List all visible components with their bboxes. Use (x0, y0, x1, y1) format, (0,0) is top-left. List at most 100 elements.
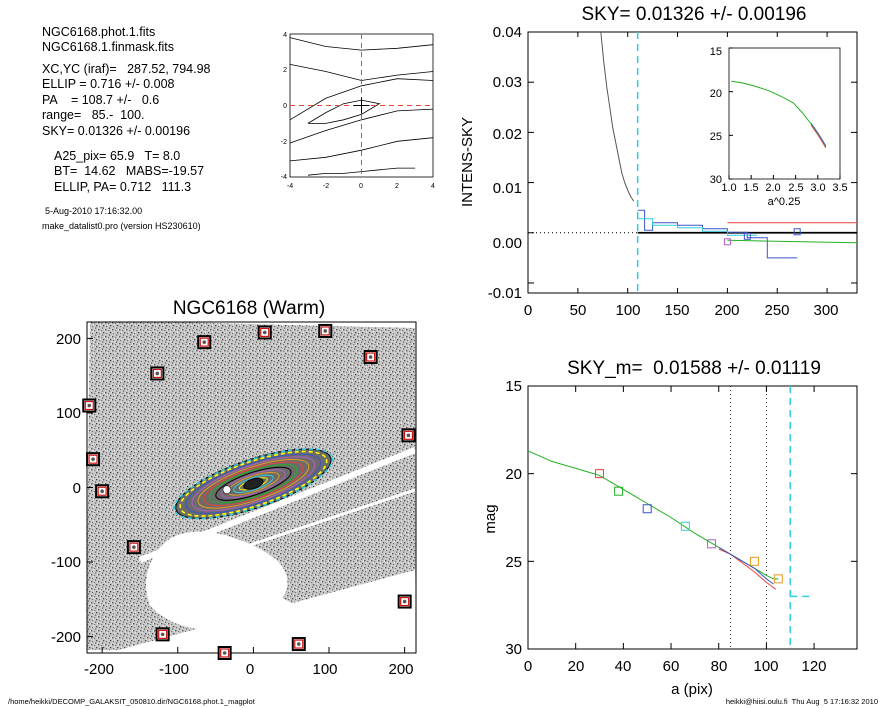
inset-ytick: 25 (710, 131, 722, 143)
image-xtick: 200 (388, 661, 413, 678)
sky-ytick: 0.00 (493, 235, 522, 252)
image-ticks: 200 100 0 -100 -200 -200 -100 0 100 200 (51, 331, 414, 678)
mag-xlabel: a (pix) (671, 681, 713, 698)
star-dot (132, 545, 136, 549)
mag-series-green (527, 450, 779, 580)
contour-ytick: 2 (283, 67, 287, 74)
contour-line (289, 37, 434, 51)
footer-path: /home/heikki/DECOMP_GALAKSIT_050810.dir/… (8, 697, 256, 706)
contour-line (289, 137, 434, 162)
star-dot (262, 330, 267, 335)
inset-xtick: 3.0 (810, 182, 825, 194)
mag-xtick: 60 (663, 658, 680, 675)
sky-marker (743, 232, 751, 240)
star-dot (222, 651, 227, 655)
sky-ytick: 0.02 (493, 126, 522, 143)
sky-marker (793, 228, 801, 236)
inset-ytick: 15 (710, 46, 722, 58)
sky-xtick: 50 (570, 302, 587, 319)
mag-series-red (718, 548, 777, 590)
galaxy-isophote (203, 461, 304, 507)
sky-xtick: 0 (524, 302, 532, 319)
galaxy-isophote (215, 466, 292, 501)
mag-marks (527, 385, 857, 650)
contour-ytick: 0 (283, 103, 287, 110)
footer-user: heikki@hiisi.oulu.fi Thu Aug 5 17:16:32 … (726, 697, 878, 706)
sky-xtick: 150 (664, 302, 689, 319)
image-title: NGC6168 (Warm) (173, 298, 325, 319)
mag-marker (642, 504, 652, 514)
contour-line (289, 78, 434, 121)
star-dot (296, 642, 301, 646)
info-ellip: ELLIP = 0.716 +/- 0.008 (42, 77, 175, 91)
star-mask-inner (220, 648, 230, 658)
galaxy-core (243, 477, 264, 490)
star-dot (406, 433, 411, 438)
image-xtick: 0 (246, 661, 254, 678)
image-xtick: 100 (312, 661, 337, 678)
galaxy-isophote (233, 474, 274, 494)
info-date: 5-Aug-2010 17:16:32.00 (45, 206, 142, 216)
sky-ylabel: INTENS-SKY (459, 117, 476, 207)
galaxy-masked-star (222, 485, 232, 495)
galaxy-isophote (179, 450, 328, 517)
contour-ytick: 4 (283, 32, 287, 39)
star-mask-inner (97, 486, 107, 496)
mag-xtick: 80 (711, 658, 728, 675)
mag-marker (595, 469, 605, 479)
inset-xtick: 2.5 (788, 182, 803, 194)
contour-xtick: 0 (359, 183, 363, 190)
sky-ticks: 0.04 0.03 0.02 0.01 0.00 -0.01 0 50 100 … (488, 24, 839, 319)
mag-xtick: 100 (753, 658, 778, 675)
sky-step-blue (637, 209, 798, 259)
star-mask-inner (129, 542, 139, 552)
image-xtick: -100 (159, 661, 189, 678)
star-mask-inner (84, 400, 94, 411)
star-dot (91, 457, 95, 461)
sky-marker (723, 238, 731, 246)
sky-ytick: 0.01 (493, 180, 522, 197)
galaxy-isophote (191, 456, 316, 512)
info-center: XC,YC (iraf)= 287.52, 794.98 (42, 62, 211, 76)
image-masked-streak (249, 488, 416, 547)
image-ytick: 0 (73, 480, 81, 497)
star-mask-inner (88, 454, 98, 464)
image-ytick: -100 (51, 554, 81, 571)
sky-title: SKY= 0.01326 +/- 0.00196 (581, 4, 806, 25)
galaxy-image-plot: NGC6168 (Warm) 200 100 (51, 298, 417, 678)
sky-ytick: 0.04 (493, 24, 522, 41)
inset-xtick: 1.0 (721, 182, 736, 194)
galaxy-isophote (221, 469, 286, 499)
galaxy-isophote (185, 453, 322, 514)
sky-profile-plot: SKY= 0.01326 +/- 0.00196 INTENS-SKY 0.04… (459, 4, 858, 319)
inset-curve-red (810, 125, 827, 149)
galaxy-ellipses (173, 448, 334, 520)
inset-xtick: 1.5 (743, 182, 758, 194)
sky-frame (527, 31, 858, 294)
sky-profile-line (600, 31, 635, 202)
star-mask-inner (199, 337, 209, 347)
mag-ytick: 30 (505, 641, 522, 658)
mag-marker (773, 574, 783, 584)
mag-title: SKY_m= 0.01588 +/- 0.01119 (567, 358, 821, 379)
image-ytick: -200 (51, 629, 81, 646)
mag-ticks: 15 20 25 30 0 20 40 60 80 100 120 (505, 378, 826, 675)
contour-plot: -4 -2 0 2 4 4 2 0 -2 -4 (281, 32, 435, 190)
image-xtick: -200 (84, 661, 114, 678)
star-mask-inner (320, 326, 330, 336)
info-maskname: NGC6168.1.finmask.fits (42, 40, 174, 54)
star-mask-inner (152, 368, 162, 379)
info-ellip-pa: ELLIP, PA= 0.712 111.3 (54, 180, 191, 194)
inset-marks (728, 47, 841, 180)
sky-xtick: 300 (813, 302, 838, 319)
mag-marker (707, 539, 717, 549)
mag-profile-plot: SKY_m= 0.01588 +/- 0.01119 mag a (pix) 1… (482, 358, 858, 698)
mag-ylabel: mag (482, 504, 499, 533)
inset-curve-green (731, 80, 827, 147)
sky-inset-plot: 15 20 25 30 1.0 1.5 2.0 2.5 3.0 3.5 a^0.… (710, 46, 848, 208)
inset-ytick: 30 (710, 174, 722, 186)
image-ytick: 100 (56, 405, 81, 422)
star-mask-inner (294, 639, 304, 649)
contour-xtick: -4 (287, 183, 293, 190)
